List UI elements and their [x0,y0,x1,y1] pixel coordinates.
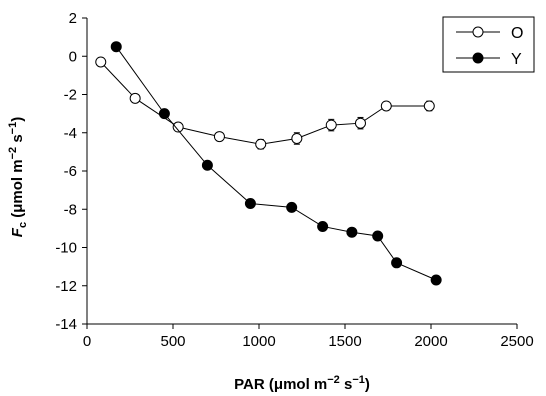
series-o-point [129,92,141,104]
x-tick-label: 0 [83,333,91,350]
y-tick-label: -10 [55,240,77,257]
series-y-point [346,226,358,238]
series-o-point [423,100,435,112]
series-o-point [255,138,267,150]
x-axis-title: PAR (μmol m−2 s−1) [234,374,370,393]
legend-box [442,16,535,73]
legend-label-y: Y [511,51,522,68]
series-o-point [95,56,107,68]
legend-marker-o [472,26,484,38]
series-y-point [158,108,170,120]
series-layer [95,41,442,286]
legend-label-o: O [511,25,523,42]
legend: O Y [442,16,535,73]
x-tick-label: 1000 [242,333,275,350]
series-y-point [391,257,403,269]
legend-marker-y [472,52,484,64]
y-tick-label: -6 [64,163,77,180]
series-y-point [286,201,298,213]
series-o-point [380,100,392,112]
series-o-point [325,119,337,131]
series-o-point [172,121,184,133]
series-y-point [201,159,213,171]
x-tick-label: 2000 [414,333,447,350]
y-tick-label: -12 [55,278,77,295]
y-axis-title: Fc (μmol m−2 s−1) [7,117,29,237]
x-tick-label: 1500 [328,333,361,350]
y-tick-label: -2 [64,87,77,104]
series-o-point [354,117,366,129]
x-tick-label: 500 [160,333,185,350]
series-y-line [115,46,437,281]
ticks-layer: 0 500 1000 1500 2000 2500 2 0 -2 -4 -6 -8 -10 -12 -14 [55,10,533,350]
y-tick-label: -14 [55,316,77,333]
series-y-point [430,274,442,286]
x-tick-label: 2500 [500,333,533,350]
series-y-point [317,220,329,232]
series-o-point [213,131,225,143]
y-tick-label: -4 [64,125,77,142]
series-y-point [244,198,256,210]
series-y-point [372,230,384,242]
series-o-point [291,132,303,144]
y-tick-label: -8 [64,201,77,218]
series-y-point [110,41,122,53]
series-o-line [100,61,430,145]
y-tick-label: 2 [69,10,77,27]
y-tick-label: 0 [69,48,77,65]
